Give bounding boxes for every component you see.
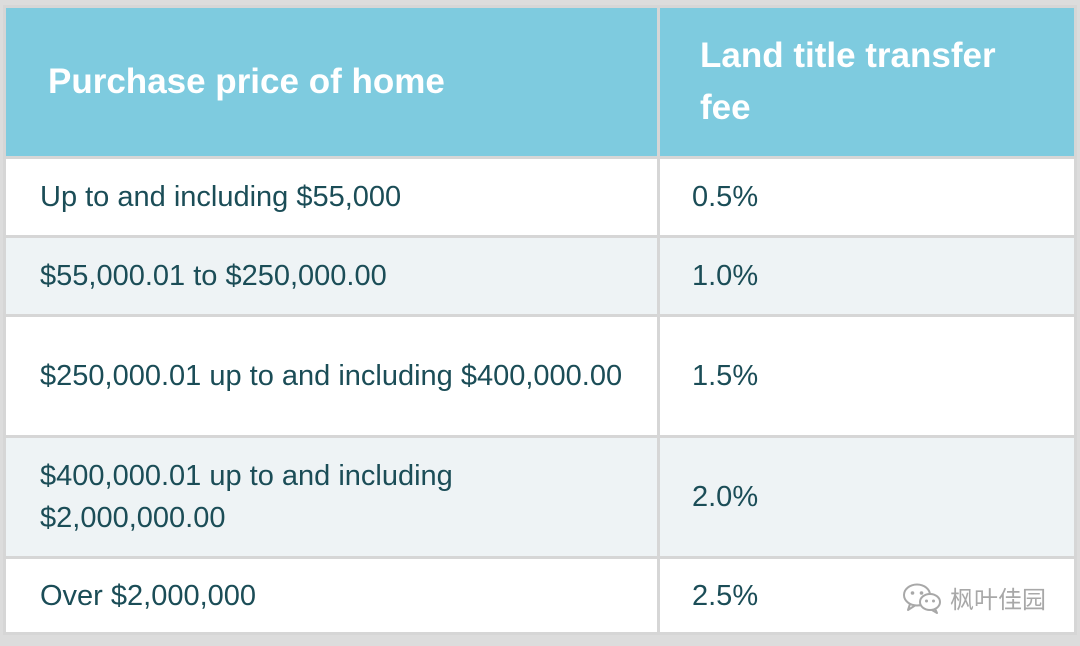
header-row: Purchase price of home Land title transf… <box>3 5 1077 159</box>
price-cell: $55,000.01 to $250,000.00 <box>3 238 660 317</box>
fee-cell: 2.5% <box>660 559 1077 635</box>
price-cell: $400,000.01 up to and including $2,000,0… <box>3 438 660 559</box>
watermark: 枫叶佳园 <box>902 580 1046 615</box>
table-header: Purchase price of home Land title transf… <box>3 5 1077 159</box>
table-row: $250,000.01 up to and including $400,000… <box>3 317 1077 438</box>
table-row: Over $2,000,000 2.5% <box>3 559 1077 635</box>
table-row: Up to and including $55,000 0.5% <box>3 159 1077 238</box>
fee-cell: 1.5% <box>660 317 1077 438</box>
table-row: $55,000.01 to $250,000.00 1.0% <box>3 238 1077 317</box>
watermark-text: 枫叶佳园 <box>950 586 1046 614</box>
header-purchase-price: Purchase price of home <box>3 5 660 159</box>
price-cell: Up to and including $55,000 <box>3 159 660 238</box>
header-transfer-fee: Land title transfer fee <box>660 5 1077 159</box>
price-cell: $250,000.01 up to and including $400,000… <box>3 317 660 438</box>
table-body: Up to and including $55,000 0.5% $55,000… <box>3 159 1077 635</box>
fee-cell: 2.0% <box>660 438 1077 559</box>
table-row: $400,000.01 up to and including $2,000,0… <box>3 438 1077 559</box>
wechat-icon <box>902 582 942 614</box>
fee-cell: 1.0% <box>660 238 1077 317</box>
fee-cell: 0.5% <box>660 159 1077 238</box>
price-cell: Over $2,000,000 <box>3 559 660 635</box>
land-transfer-fee-table: Purchase price of home Land title transf… <box>3 5 1077 635</box>
